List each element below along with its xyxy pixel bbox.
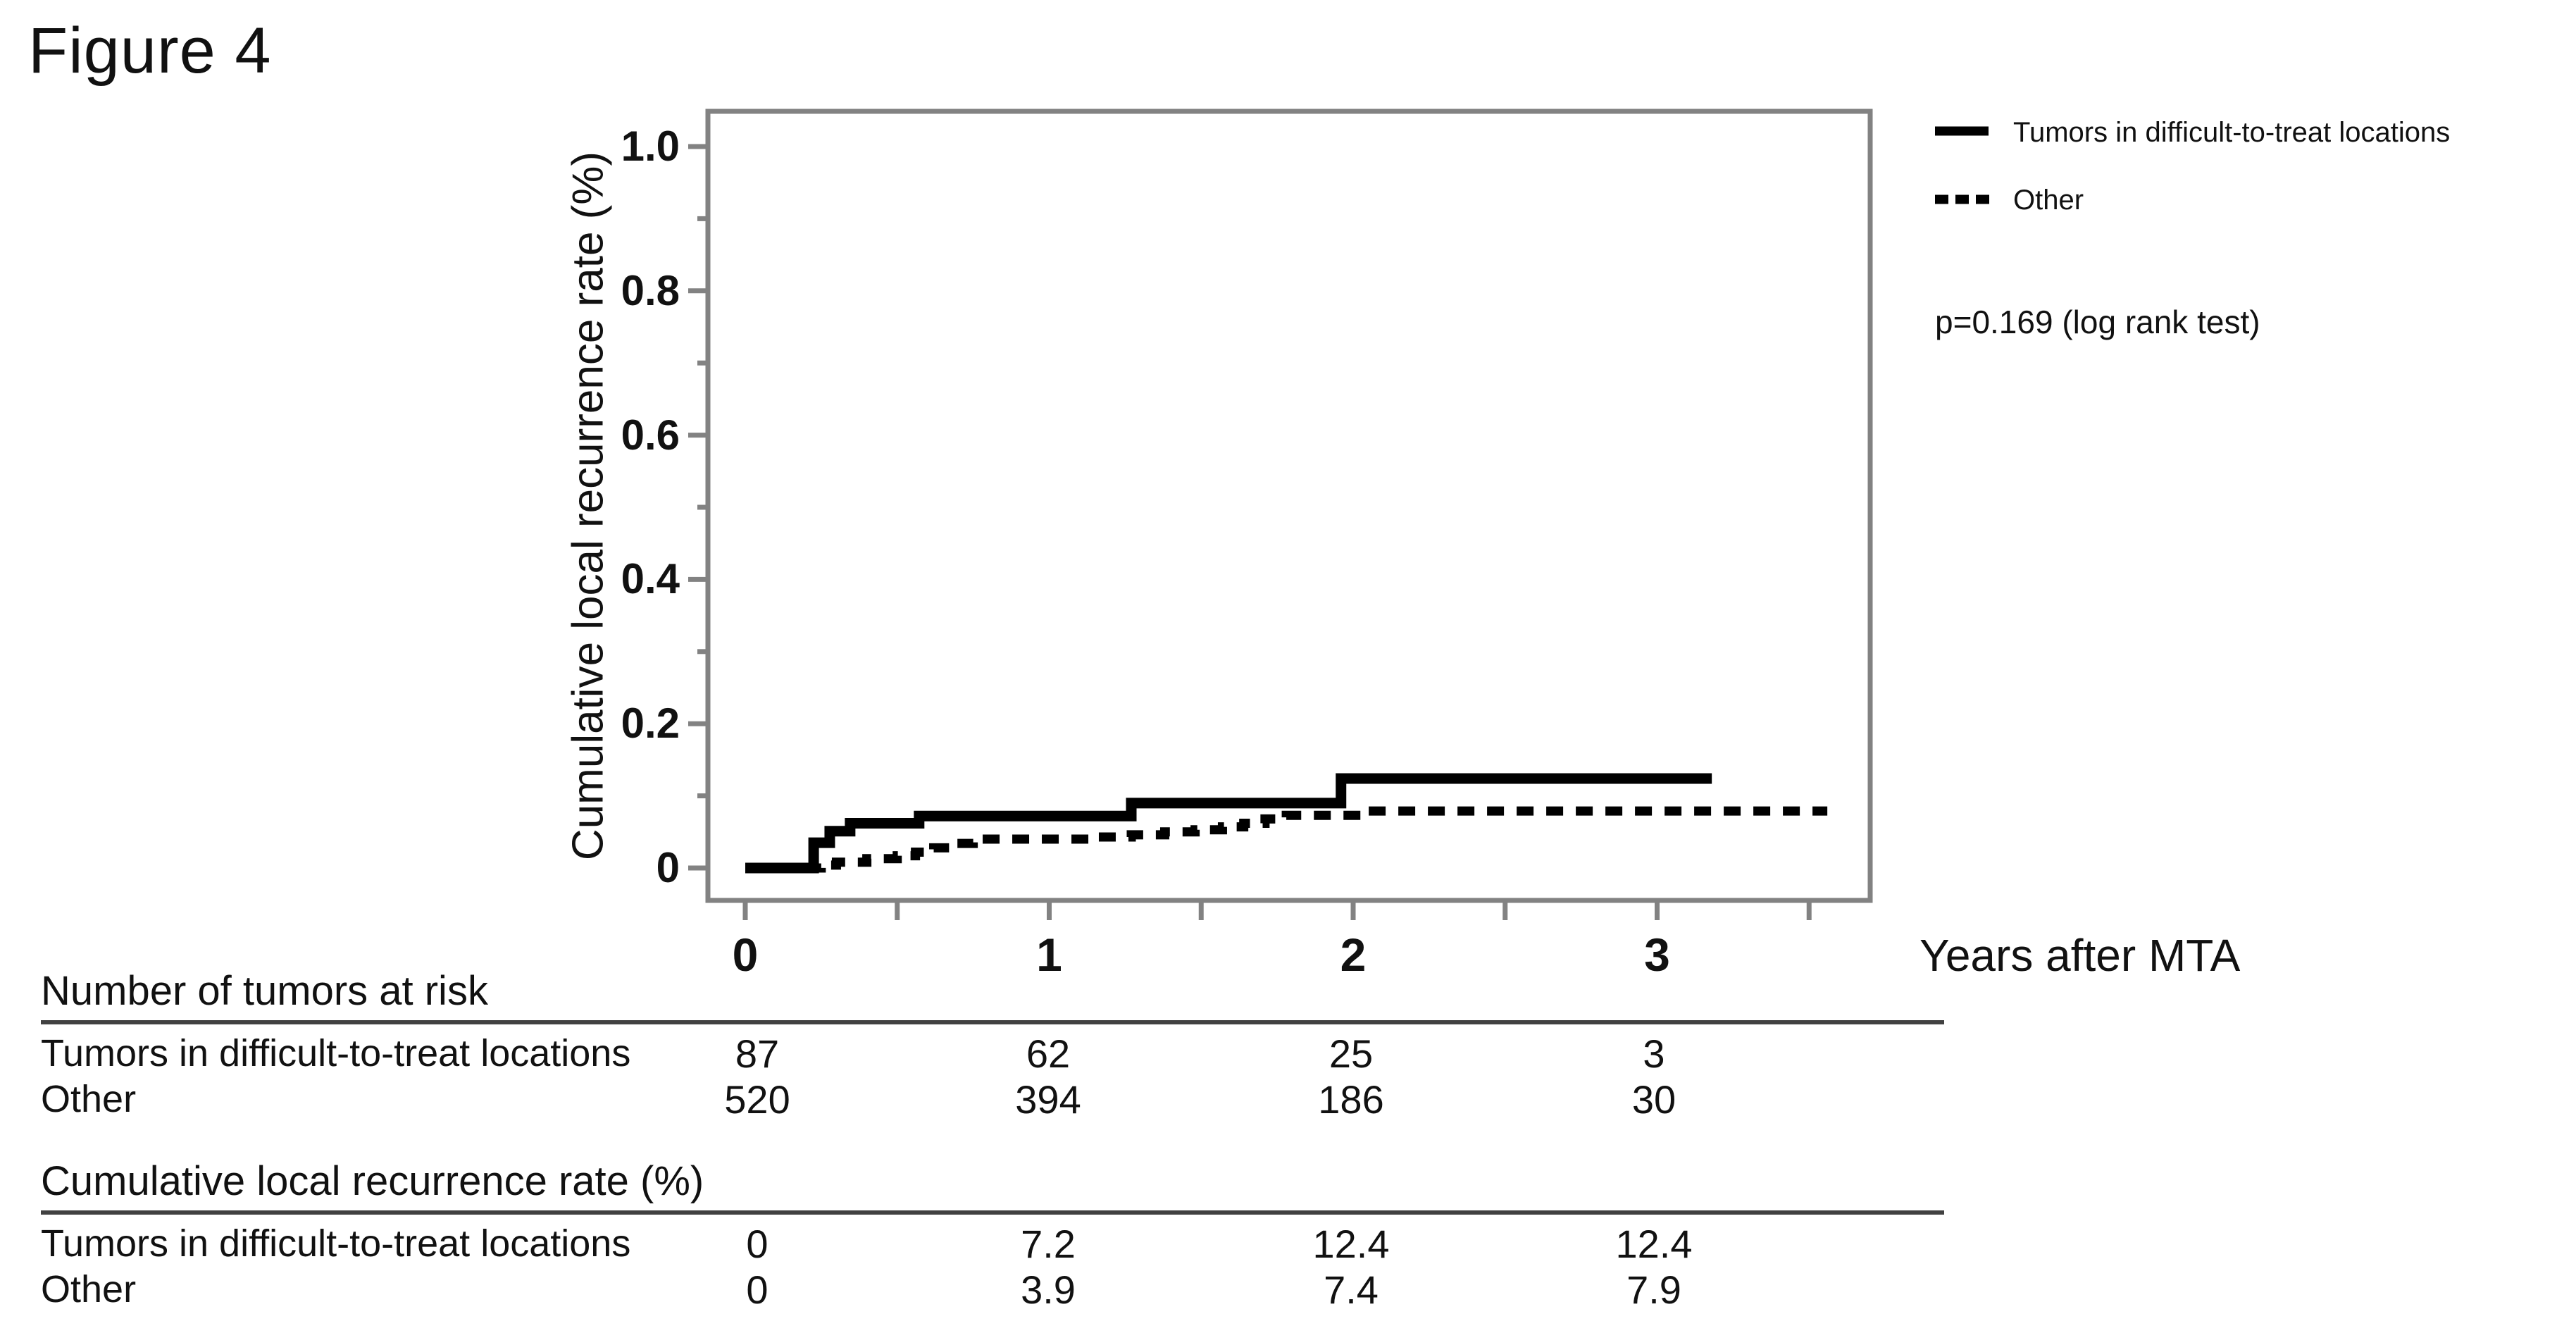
table-cell: 87	[735, 1031, 780, 1076]
legend-label-other: Other	[2013, 185, 2084, 216]
x-tick-label: 3	[1644, 929, 1670, 981]
legend-dashed-line-swatch	[1935, 194, 1990, 204]
y-tick-label: 0.6	[621, 411, 680, 459]
legend-solid-line-swatch	[1935, 126, 1989, 136]
table-cell: 0	[746, 1267, 769, 1312]
y-tick-label: 0.8	[621, 266, 680, 314]
table-row-label: Other	[41, 1078, 137, 1120]
table-cell: 7.4	[1324, 1267, 1379, 1312]
table-cell: 30	[1631, 1077, 1676, 1122]
series-curve-0	[745, 773, 1712, 874]
table-title: Cumulative local recurrence rate (%)	[41, 1158, 704, 1204]
table-cell: 12.4	[1312, 1222, 1390, 1266]
table-cell: 62	[1026, 1031, 1071, 1076]
legend-label-difficult-locations: Tumors in difficult-to-treat locations	[2013, 117, 2451, 148]
table-cell: 7.2	[1021, 1222, 1076, 1266]
y-tick-label: 0	[656, 844, 680, 891]
table-rule	[41, 1210, 1944, 1215]
y-axis-title: Cumulative local recurrence rate (%)	[564, 151, 613, 861]
table-cell: 3.9	[1021, 1267, 1076, 1312]
table-cell: 7.9	[1626, 1267, 1681, 1312]
table-rule	[41, 1020, 1944, 1024]
x-axis-title: Years after MTA	[1919, 930, 2241, 981]
y-tick-label: 1.0	[621, 123, 680, 170]
plot-border	[705, 108, 1873, 903]
x-tick-label: 2	[1340, 929, 1367, 981]
table-cell: 520	[724, 1077, 790, 1122]
table-cell: 3	[1643, 1031, 1665, 1076]
table-cell: 25	[1329, 1031, 1374, 1076]
table-cell: 186	[1318, 1077, 1384, 1122]
table-title: Number of tumors at risk	[41, 968, 488, 1014]
p-value-annotation: p=0.169 (log rank test)	[1935, 304, 2260, 340]
table-cell: 394	[1015, 1077, 1081, 1122]
table-cell: 0	[746, 1222, 769, 1266]
x-tick-label: 0	[732, 929, 759, 981]
table-row-label: Other	[41, 1268, 137, 1310]
figure-label: Figure 4	[28, 15, 272, 87]
table-cell: 12.4	[1615, 1222, 1693, 1266]
series-curve-1	[745, 806, 1828, 873]
table-row-label: Tumors in difficult-to-treat locations	[41, 1222, 631, 1265]
table-row-label: Tumors in difficult-to-treat locations	[41, 1032, 631, 1074]
y-tick-label: 0.4	[621, 555, 680, 603]
y-tick-label: 0.2	[621, 700, 680, 748]
x-tick-label: 1	[1036, 929, 1062, 981]
